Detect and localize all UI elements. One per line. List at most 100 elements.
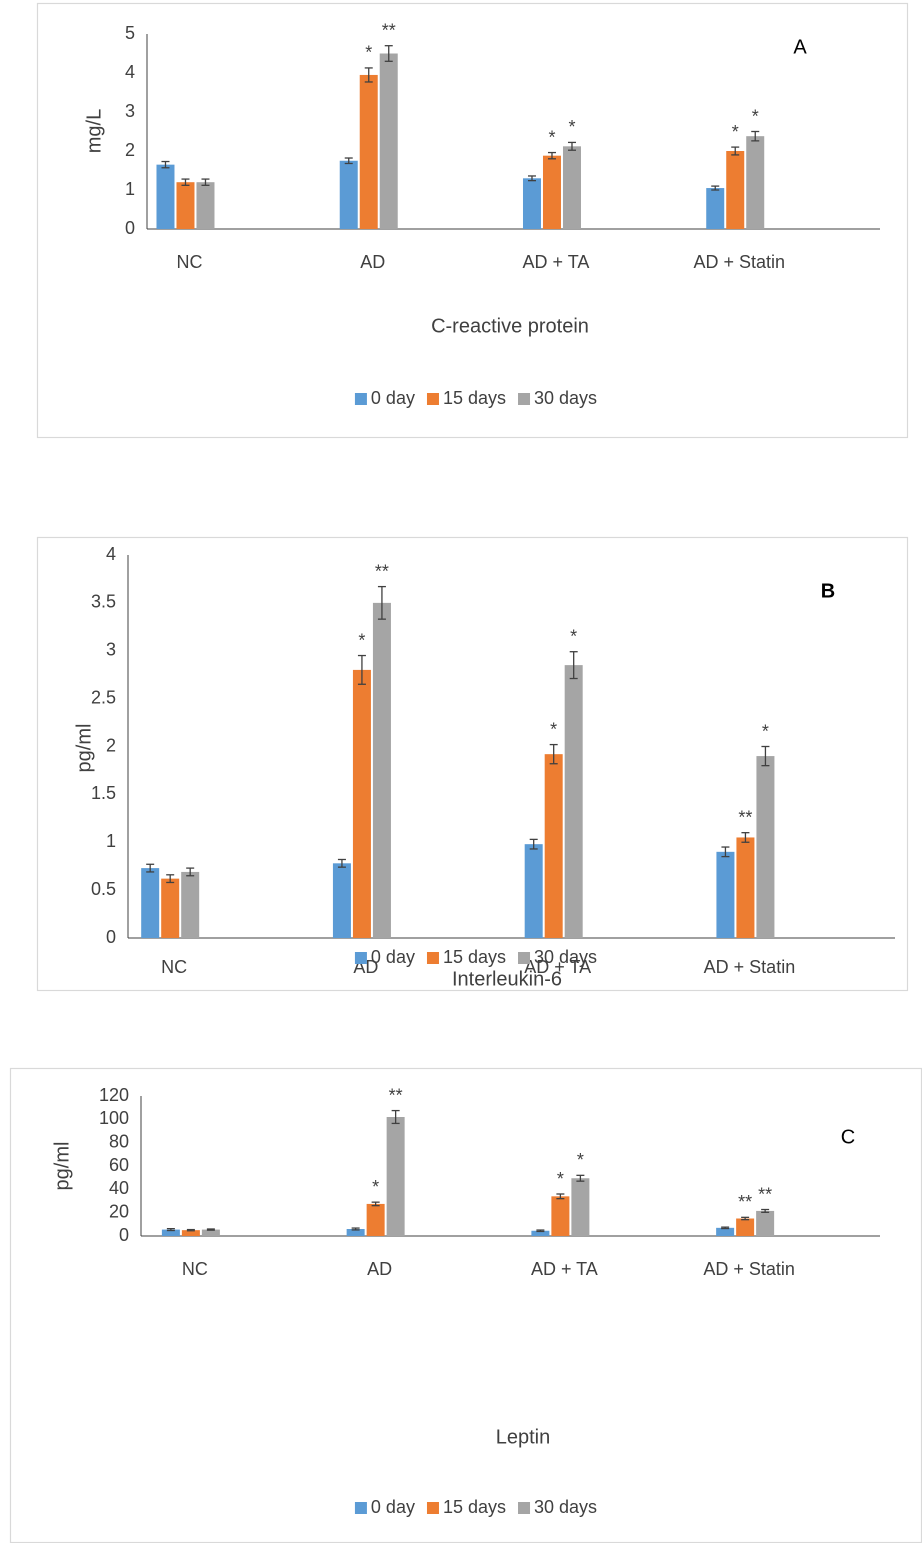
x-tick-label: AD + Statin (693, 252, 785, 272)
bar (367, 1204, 385, 1236)
panel-label: C (841, 1126, 855, 1148)
bar (545, 754, 563, 938)
legend-swatch (427, 952, 439, 964)
bar (181, 872, 199, 938)
legend-label: 30 days (534, 1497, 597, 1517)
bar (736, 1219, 754, 1237)
y-axis-label: pg/ml (73, 724, 95, 773)
bar (746, 136, 764, 229)
y-tick-label: 60 (109, 1155, 129, 1175)
significance-label: * (550, 719, 557, 739)
significance-label: * (365, 43, 372, 63)
significance-label: * (557, 1169, 564, 1189)
bar (563, 146, 581, 229)
legend-swatch (518, 1502, 530, 1514)
bar (196, 182, 214, 229)
significance-label: * (577, 1150, 584, 1170)
x-tick-label: NC (182, 1259, 208, 1279)
x-tick-label: AD + Statin (704, 957, 796, 977)
panel-label: B (821, 580, 835, 602)
y-tick-label: 0 (125, 218, 135, 238)
legend-swatch (518, 393, 530, 405)
y-tick-label: 4 (106, 544, 116, 564)
bar (353, 670, 371, 938)
significance-label: * (568, 117, 575, 137)
bar (551, 1196, 569, 1236)
legend-swatch (427, 1502, 439, 1514)
legend-label: 15 days (443, 1497, 506, 1517)
bar (756, 756, 774, 938)
x-tick-label: AD + Statin (703, 1259, 795, 1279)
legend-label: 30 days (534, 388, 597, 408)
legend-swatch (355, 952, 367, 964)
x-tick-label: AD (367, 1259, 392, 1279)
bar (726, 151, 744, 229)
y-axis-label: pg/ml (51, 1142, 73, 1191)
significance-label: ** (738, 1192, 752, 1212)
legend-label: 15 days (443, 947, 506, 967)
significance-label: * (762, 721, 769, 741)
bar (387, 1117, 405, 1236)
y-tick-label: 0 (119, 1225, 129, 1245)
bar (523, 178, 541, 229)
significance-label: * (358, 630, 365, 650)
page: 012345mg/LAC-reactive proteinNCAD***AD +… (0, 0, 922, 1543)
error-bar (207, 1229, 215, 1230)
y-tick-label: 3.5 (91, 592, 116, 612)
legend-label: 0 day (371, 947, 415, 967)
bar (156, 165, 174, 229)
bar (161, 879, 179, 938)
bar (571, 1178, 589, 1236)
chart-title: C-reactive protein (431, 315, 589, 337)
y-axis-label: mg/L (83, 109, 105, 153)
y-tick-label: 0 (106, 927, 116, 947)
bar (716, 852, 734, 938)
figure: 012345mg/LAC-reactive proteinNCAD***AD +… (0, 0, 922, 1543)
chart-title: Leptin (496, 1426, 551, 1448)
y-tick-label: 5 (125, 23, 135, 43)
bar (176, 182, 194, 229)
y-tick-label: 2 (125, 140, 135, 160)
y-tick-label: 80 (109, 1131, 129, 1151)
legend-swatch (518, 952, 530, 964)
significance-label: ** (375, 561, 389, 581)
bar (380, 54, 398, 230)
legend-swatch (355, 1502, 367, 1514)
significance-label: ** (758, 1184, 772, 1204)
bar (373, 603, 391, 938)
y-tick-label: 120 (99, 1085, 129, 1105)
y-tick-label: 2.5 (91, 687, 116, 707)
bar (333, 863, 351, 938)
error-bar (721, 1227, 729, 1228)
bar (141, 868, 159, 938)
y-tick-label: 3 (125, 101, 135, 121)
bar (340, 161, 358, 229)
significance-label: ** (389, 1085, 403, 1105)
y-tick-label: 40 (109, 1178, 129, 1198)
y-tick-label: 2 (106, 735, 116, 755)
bar (525, 844, 543, 938)
legend-label: 30 days (534, 947, 597, 967)
legend-label: 0 day (371, 1497, 415, 1517)
significance-label: * (570, 626, 577, 646)
bar (543, 156, 561, 229)
legend-swatch (355, 393, 367, 405)
bar (706, 188, 724, 229)
bar (736, 837, 754, 938)
x-tick-label: AD + TA (523, 252, 590, 272)
significance-label: ** (738, 807, 752, 827)
legend-swatch (427, 393, 439, 405)
bar (565, 665, 583, 938)
panel-label: A (793, 36, 807, 58)
bar (360, 75, 378, 229)
significance-label: * (752, 106, 759, 126)
y-tick-label: 3 (106, 640, 116, 660)
y-tick-label: 1 (106, 831, 116, 851)
x-tick-label: AD + TA (531, 1259, 598, 1279)
chart-frame (11, 1069, 922, 1543)
y-tick-label: 100 (99, 1108, 129, 1128)
x-tick-label: AD (360, 252, 385, 272)
significance-label: ** (382, 20, 396, 40)
legend-label: 15 days (443, 388, 506, 408)
y-tick-label: 1.5 (91, 783, 116, 803)
